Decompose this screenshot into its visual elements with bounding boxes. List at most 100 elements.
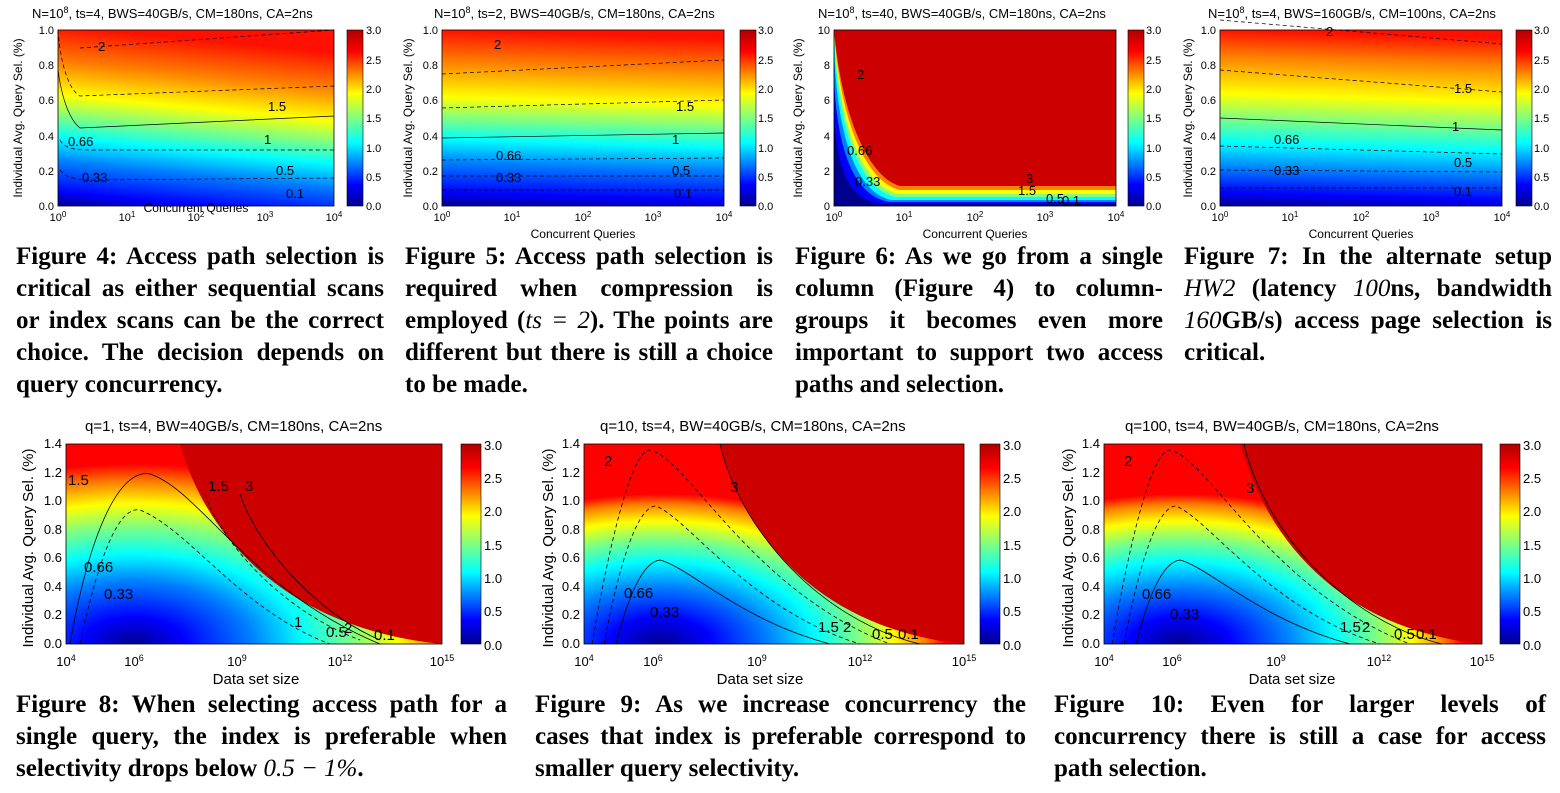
- y-tick-label: 0.4: [562, 579, 580, 594]
- figure-5-plot: N=108, ts=2, BWS=40GB/s, CM=180ns, CA=2n…: [401, 5, 773, 241]
- x-tick-label: 109: [1266, 653, 1285, 669]
- contour-label: 2: [1124, 453, 1132, 470]
- y-tick-label: 1.4: [562, 436, 580, 451]
- caption-text: GB/s) access page selection is critical.: [1184, 307, 1552, 366]
- y-tick-label: 0.6: [39, 95, 54, 107]
- y-tick-label: 1.0: [44, 493, 62, 508]
- contour-label: 0.66: [496, 148, 521, 163]
- y-tick-label: 0.8: [423, 60, 438, 72]
- figure-10: q=100, ts=4, BW=40GB/s, CM=180ns, CA=2ns…: [1040, 410, 1560, 690]
- figure-6: N=108, ts=40, BWS=40GB/s, CM=180ns, CA=2…: [780, 0, 1170, 241]
- x-axis-label: Concurrent Queries: [531, 227, 636, 241]
- colorbar-tick: 0.0: [484, 638, 502, 653]
- colorbar-tick: 0.5: [366, 172, 381, 184]
- colorbar-tick: 3.0: [1146, 25, 1161, 37]
- colorbar-tick: 2.5: [1146, 55, 1161, 67]
- x-axis-label: Data set size: [717, 671, 804, 688]
- y-tick-label: 0.2: [44, 607, 62, 622]
- figure-7: N=108, ts=4, BWS=160GB/s, CM=100ns, CA=2…: [1170, 0, 1560, 241]
- y-tick-label: 1.0: [1082, 493, 1100, 508]
- y-tick-label: 0.8: [1201, 60, 1216, 72]
- figure-7-heatmap: [1220, 30, 1502, 206]
- caption-label: Figure 9:: [535, 691, 642, 718]
- colorbar-tick: 0.5: [1534, 172, 1549, 184]
- colorbar-tick: 2.0: [758, 84, 773, 96]
- colorbar-tick: 0.5: [484, 604, 502, 619]
- colorbar-tick: 0.0: [758, 201, 773, 213]
- contour-label: 0.33: [104, 586, 133, 603]
- colorbar-tick: 2.0: [1523, 504, 1541, 519]
- colorbar-tick: 0.0: [1146, 201, 1161, 213]
- x-tick-label: 1015: [1470, 653, 1494, 669]
- caption-text: Access path selection is required when c…: [405, 243, 774, 334]
- x-tick-label: 100: [826, 210, 843, 225]
- contour-label: 2: [843, 619, 851, 636]
- figure-4-contour: [57, 69, 335, 129]
- y-tick-label: 4: [824, 131, 830, 143]
- colorbar-tick: 2.0: [366, 84, 381, 96]
- x-tick-label: 103: [645, 210, 662, 225]
- y-tick-label: 1.0: [1201, 25, 1216, 37]
- contour-label: 2: [98, 39, 105, 54]
- colorbar-tick: 3.0: [1003, 438, 1021, 453]
- y-tick-label: 0.6: [1201, 95, 1216, 107]
- contour-label: 0.1: [674, 186, 692, 201]
- caption-text: Access path selection is critical as eit…: [16, 243, 385, 398]
- caption-text: (latency: [1235, 275, 1353, 302]
- y-tick-label: 0.4: [1201, 131, 1216, 143]
- x-tick-label: 101: [1282, 210, 1299, 225]
- y-tick-label: 1.0: [423, 25, 438, 37]
- contour-label: 0.33: [650, 604, 679, 621]
- colorbar-tick: 2.0: [1003, 504, 1021, 519]
- colorbar-tick: 1.5: [484, 538, 502, 553]
- caption-text: ns, bandwidth: [1390, 275, 1552, 302]
- colorbar-tick: 1.5: [1003, 538, 1021, 553]
- contour-label: 1.5: [1340, 619, 1361, 636]
- x-tick-label: 104: [1108, 210, 1125, 225]
- figure-7-plot: N=108, ts=4, BWS=160GB/s, CM=100ns, CA=2…: [1181, 5, 1549, 241]
- contour-label: 1.5: [208, 478, 229, 495]
- contour-label: 2: [344, 620, 352, 637]
- colorbar: [460, 443, 482, 645]
- x-tick-label: 104: [1094, 653, 1113, 669]
- y-tick-label: 0.2: [562, 607, 580, 622]
- contour-label: 3: [1246, 480, 1254, 497]
- figure-4-contour: [59, 139, 334, 151]
- caption-label: Figure 10:: [1054, 691, 1185, 718]
- contour-label: 1.5: [1018, 183, 1036, 198]
- x-tick-label: 102: [1353, 210, 1370, 225]
- y-tick-label: 10: [818, 25, 830, 37]
- x-tick-label: 1015: [430, 653, 454, 669]
- caption-figure-7: Figure 7: In the alternate setup HW2 (la…: [1184, 241, 1552, 369]
- x-tick-label: 104: [716, 210, 733, 225]
- contour-label: 1.5: [268, 99, 286, 114]
- colorbar-tick: 3.0: [1523, 438, 1541, 453]
- x-tick-label: 109: [747, 653, 766, 669]
- colorbar-tick: 3.0: [758, 25, 773, 37]
- contour-label: 0.66: [847, 143, 872, 158]
- colorbar: [1515, 29, 1533, 207]
- x-tick-label: 109: [227, 653, 246, 669]
- colorbar-tick: 0.5: [1003, 604, 1021, 619]
- x-tick-label: 102: [967, 210, 984, 225]
- contour-label: 0.66: [1274, 132, 1299, 147]
- caption-label: Figure 5:: [405, 243, 507, 270]
- caption-math: ts = 2: [525, 307, 590, 334]
- y-tick-label: 1.0: [562, 493, 580, 508]
- colorbar-tick: 0.5: [758, 172, 773, 184]
- colorbar-tick: 0.5: [1523, 604, 1541, 619]
- contour-label: 0.5: [1454, 155, 1472, 170]
- y-axis-label: Individual Avg. Query Sel. (%): [11, 38, 25, 197]
- y-tick-label: 0.8: [562, 522, 580, 537]
- contour-label: 1.5: [68, 472, 89, 489]
- figure-8-title: q=1, ts=4, BW=40GB/s, CM=180ns, CA=2ns: [85, 418, 382, 435]
- y-tick-label: 0.6: [1082, 550, 1100, 565]
- contour-label: 0.1: [1416, 626, 1437, 643]
- x-tick-label: 104: [56, 653, 75, 669]
- y-tick-label: 0.6: [423, 95, 438, 107]
- colorbar: [739, 29, 757, 207]
- y-tick-label: 0.2: [1201, 166, 1216, 178]
- x-tick-label: 104: [574, 653, 593, 669]
- x-tick-label: 1012: [328, 653, 352, 669]
- figure-5-heatmap: [442, 30, 724, 206]
